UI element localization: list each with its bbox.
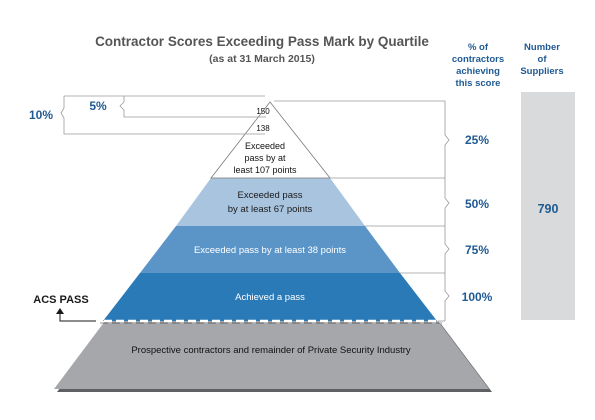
percent-header-line-2: contractors — [452, 54, 504, 65]
percent-values: 25% 50% 75% 100% — [462, 133, 493, 304]
tier-107-label-line-2: pass by at — [244, 153, 286, 163]
tier-67-label-line-1: Exceeded pass — [238, 190, 303, 201]
percent-25: 25% — [465, 133, 489, 147]
tier-107-label-line-1: Exceeded — [245, 141, 285, 151]
acs-pass-label: ACS PASS — [33, 294, 88, 306]
diagram-title: Contractor Scores Exceeding Pass Mark by… — [95, 34, 429, 49]
base-tier-label: Prospective contractors and remainder of… — [131, 345, 411, 356]
bracket-5-percent-label: 5% — [89, 99, 107, 113]
second-score-label: 138 — [256, 124, 270, 133]
suppliers-value: 790 — [538, 202, 559, 216]
base-tier — [54, 321, 489, 389]
tier-107-label: Exceeded pass by at least 107 points — [233, 141, 297, 175]
suppliers-column-header: Number of Suppliers — [520, 42, 563, 77]
suppliers-header-line-1: Number — [524, 42, 560, 53]
suppliers-header-line-3: Suppliers — [520, 66, 563, 77]
tier-38-label: Exceeded pass by at least 38 points — [194, 245, 346, 256]
percent-header-line-3: achieving — [456, 66, 500, 77]
bracket-5-percent — [119, 96, 266, 118]
bracket-10-percent — [60, 95, 265, 135]
percent-100: 100% — [462, 290, 493, 304]
diagram-subtitle: (as at 31 March 2015) — [209, 53, 315, 65]
suppliers-header-line-2: of — [538, 54, 548, 65]
tier-107-label-line-3: least 107 points — [233, 165, 297, 175]
percent-header-line-4: this score — [456, 78, 501, 89]
tier-pass-label: Achieved a pass — [235, 292, 305, 303]
tier-38 — [140, 226, 400, 273]
acs-pass-arrow — [56, 308, 96, 322]
tier-67 — [176, 178, 365, 226]
percent-50: 50% — [465, 197, 489, 211]
percent-column-header: % of contractors achieving this score — [452, 42, 504, 89]
percent-header-line-1: % of — [468, 42, 489, 53]
bracket-10-percent-label: 10% — [29, 108, 53, 122]
suppliers-panel — [521, 92, 575, 320]
tier-67-label-line-2: by at least 67 points — [228, 204, 313, 215]
tier-pass — [103, 273, 437, 321]
percent-75: 75% — [465, 243, 489, 257]
top-tiers-outline — [210, 101, 331, 179]
right-brackets — [274, 100, 450, 322]
tier-67-label: Exceeded pass by at least 67 points — [228, 190, 313, 215]
top-score-label: 150 — [256, 107, 270, 116]
